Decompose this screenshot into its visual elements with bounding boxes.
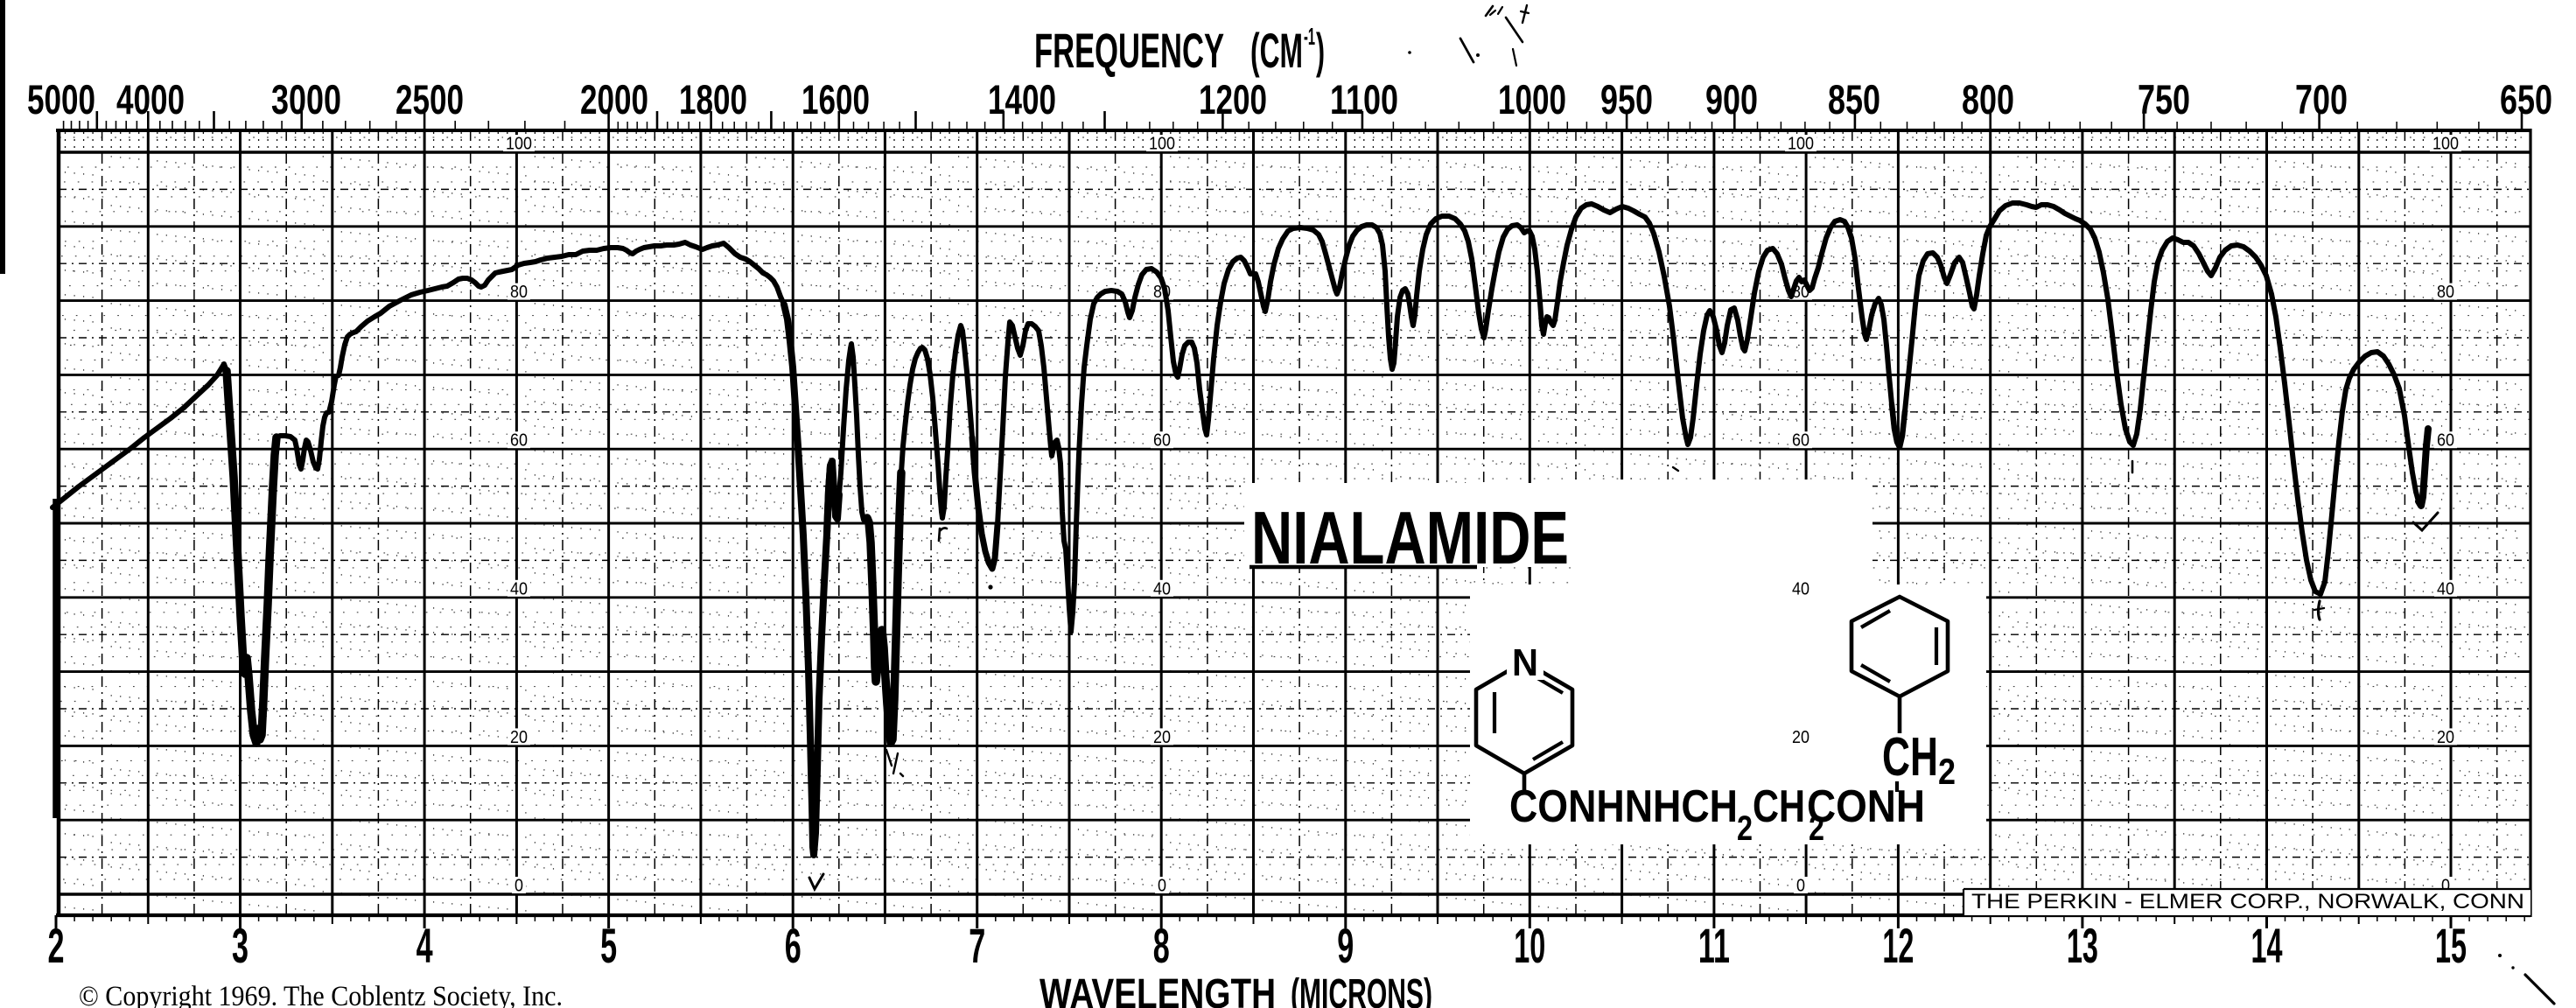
svg-text:20: 20 xyxy=(1153,728,1171,747)
svg-text:0: 0 xyxy=(1796,877,1805,896)
svg-text:700: 700 xyxy=(2295,76,2348,122)
svg-text:100: 100 xyxy=(1788,135,1814,154)
svg-text:750: 750 xyxy=(2138,76,2190,122)
svg-text:2: 2 xyxy=(1809,809,1824,848)
svg-text:60: 60 xyxy=(1792,431,1810,451)
svg-text:5: 5 xyxy=(600,918,617,973)
svg-text:9: 9 xyxy=(1337,918,1354,973)
svg-text:1400: 1400 xyxy=(988,76,1056,122)
svg-text:0: 0 xyxy=(1158,877,1166,896)
svg-text:1600: 1600 xyxy=(802,76,870,122)
svg-text:2500: 2500 xyxy=(396,76,464,122)
svg-text:1000: 1000 xyxy=(1498,76,1566,122)
svg-text:0: 0 xyxy=(514,877,523,896)
svg-text:11: 11 xyxy=(1698,918,1730,973)
svg-text:60: 60 xyxy=(2437,431,2454,451)
svg-text:100: 100 xyxy=(506,135,532,154)
svg-text:1800: 1800 xyxy=(679,76,747,122)
svg-text:FREQUENCY: FREQUENCY xyxy=(1034,23,1224,78)
svg-text:2000: 2000 xyxy=(580,76,648,122)
svg-text:© Copyright 1969. The Coblent: © Copyright 1969. The Coblentz Society, … xyxy=(79,981,563,1008)
svg-text:THE PERKIN - ELMER CORP., NORW: THE PERKIN - ELMER CORP., NORWALK, CONN xyxy=(1971,890,2524,914)
svg-text:100: 100 xyxy=(1149,135,1175,154)
svg-text:14: 14 xyxy=(2251,918,2283,973)
svg-text:20: 20 xyxy=(510,728,528,747)
svg-text:0: 0 xyxy=(2441,877,2450,896)
svg-text:850: 850 xyxy=(1828,76,1880,122)
svg-text:1200: 1200 xyxy=(1199,76,1267,122)
svg-text:950: 950 xyxy=(1600,76,1653,122)
svg-text:3000: 3000 xyxy=(271,76,341,122)
svg-text:2: 2 xyxy=(1938,751,1956,792)
svg-text:): ) xyxy=(1316,23,1325,78)
svg-text:20: 20 xyxy=(2437,728,2454,747)
svg-text:800: 800 xyxy=(1962,76,2014,122)
svg-text:80: 80 xyxy=(2437,283,2454,302)
svg-text:N: N xyxy=(1512,641,1538,684)
svg-text:60: 60 xyxy=(1153,431,1171,451)
svg-text:40: 40 xyxy=(2437,579,2454,598)
svg-text:6: 6 xyxy=(785,918,802,973)
svg-text:15: 15 xyxy=(2435,918,2467,973)
svg-text:650: 650 xyxy=(2500,76,2552,122)
svg-text:80: 80 xyxy=(510,283,528,302)
svg-text:-1: -1 xyxy=(1304,23,1315,50)
svg-text:4: 4 xyxy=(416,918,433,973)
svg-text:CONH: CONH xyxy=(1807,781,1925,832)
svg-text:2: 2 xyxy=(1737,809,1753,848)
svg-text:8: 8 xyxy=(1153,918,1170,973)
svg-text:12: 12 xyxy=(1882,918,1914,973)
svg-text:40: 40 xyxy=(1153,579,1171,598)
svg-text:3: 3 xyxy=(232,918,248,973)
svg-text:NIALAMIDE: NIALAMIDE xyxy=(1251,497,1569,580)
svg-text:2: 2 xyxy=(48,918,65,973)
svg-text:10: 10 xyxy=(1514,918,1545,973)
svg-text:5000: 5000 xyxy=(27,76,95,122)
svg-text:900: 900 xyxy=(1705,76,1758,122)
svg-text:CONHNHCH: CONHNHCH xyxy=(1509,781,1738,832)
svg-text:20: 20 xyxy=(1792,728,1810,747)
svg-text:WAVELENGTH: WAVELENGTH xyxy=(1040,971,1276,1008)
svg-text:7: 7 xyxy=(969,918,985,973)
svg-text:4000: 4000 xyxy=(116,76,185,122)
svg-text:13: 13 xyxy=(2067,918,2098,973)
svg-text:CH: CH xyxy=(1753,781,1805,832)
svg-text:40: 40 xyxy=(1792,579,1810,598)
svg-text:40: 40 xyxy=(510,579,528,598)
svg-text:60: 60 xyxy=(510,431,528,451)
svg-text:(CM: (CM xyxy=(1250,23,1303,78)
svg-text:100: 100 xyxy=(2432,135,2459,154)
svg-text:CH: CH xyxy=(1882,727,1938,788)
svg-text:(MICRONS): (MICRONS) xyxy=(1291,971,1432,1008)
svg-text:1100: 1100 xyxy=(1330,76,1398,122)
